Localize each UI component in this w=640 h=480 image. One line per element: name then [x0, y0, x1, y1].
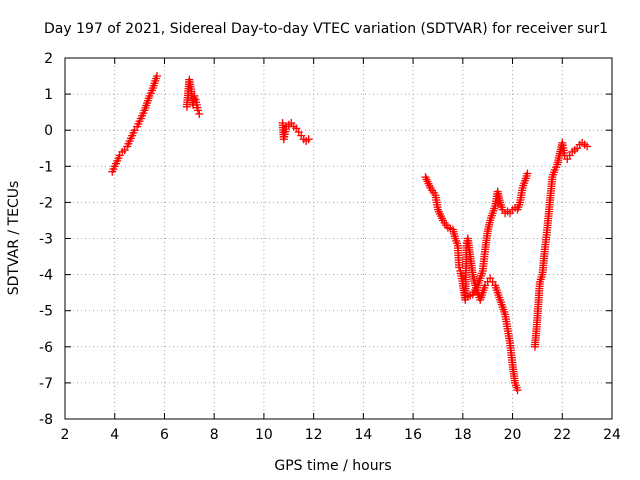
- data-point: [194, 106, 203, 115]
- x-tick-label: 14: [354, 427, 372, 443]
- x-tick-label: 20: [504, 427, 522, 443]
- data-point: [195, 109, 204, 118]
- grid-lines: [65, 58, 612, 419]
- x-tick-label: 18: [454, 427, 472, 443]
- y-tick-label: -8: [39, 412, 53, 428]
- x-tick-label: 24: [603, 427, 621, 443]
- y-tick-label: -2: [39, 195, 53, 211]
- x-axis-label: GPS time / hours: [274, 458, 391, 474]
- data-point: [523, 169, 532, 178]
- data-point: [190, 91, 199, 100]
- x-tick-label: 4: [110, 427, 119, 443]
- x-tick-label: 16: [404, 427, 422, 443]
- x-tick-label: 8: [210, 427, 219, 443]
- x-tick-labels: 2 4 6 8 10 12 14 16 18 20 22 24: [61, 427, 621, 443]
- data-point: [583, 142, 592, 151]
- x-tick-label: 22: [553, 427, 571, 443]
- x-tick-label: 2: [61, 427, 70, 443]
- x-tick-label: 10: [255, 427, 273, 443]
- y-tick-label: -5: [39, 304, 53, 320]
- y-tick-label: -7: [39, 376, 53, 392]
- x-tick-label: 6: [160, 427, 169, 443]
- y-tick-label: -3: [39, 232, 53, 248]
- y-tick-label: 0: [44, 123, 53, 139]
- y-tick-label: 2: [44, 51, 53, 67]
- data-points: [108, 72, 592, 395]
- data-point: [513, 386, 522, 395]
- y-tick-label: 1: [44, 87, 53, 103]
- y-tick-label: -4: [39, 268, 53, 284]
- data-point: [455, 263, 464, 272]
- y-tick-label: -1: [39, 159, 53, 175]
- x-tick-label: 12: [305, 427, 323, 443]
- y-axis-label: SDTVAR / TECUs: [6, 181, 22, 296]
- plot-frame: [64, 57, 613, 420]
- y-tick-label: -6: [39, 340, 53, 356]
- data-point: [304, 135, 313, 144]
- y-tick-labels: 2 1 0 -1 -2 -3 -4 -5 -6 -7 -8: [39, 51, 53, 428]
- data-point: [152, 72, 161, 81]
- chart-title: Day 197 of 2021, Sidereal Day-to-day VTE…: [44, 21, 608, 37]
